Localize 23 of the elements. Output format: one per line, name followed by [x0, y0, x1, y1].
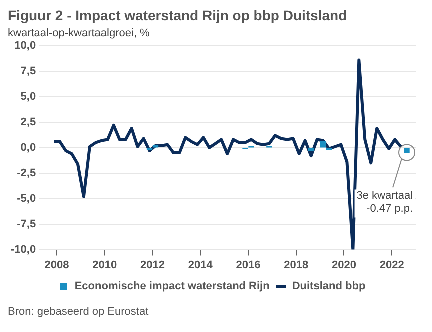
y-tick-label: -10,0: [10, 244, 36, 256]
chart-title: Figuur 2 - Impact waterstand Rijn op bbp Duitsland: [8, 7, 348, 24]
y-tick-label: 10,0: [14, 40, 36, 52]
y-tick-label: -5,0: [17, 192, 36, 205]
x-tick-label: 2010: [92, 259, 118, 272]
chart-subtitle: kwartaal-op-kwartaalgroei, %: [8, 27, 150, 40]
x-tick-label: 2018: [284, 259, 309, 272]
y-tick-label: 5,0: [20, 90, 36, 103]
annotation: 3e kwartaal -0.47 p.p.: [356, 190, 414, 216]
x-tick-label: 2014: [188, 259, 214, 272]
y-tick-label: -2,5: [17, 167, 36, 180]
y-tick-label: 0,0: [20, 142, 36, 154]
legend-label: Economische impact waterstand Rijn: [74, 280, 270, 293]
legend-label: Duitsland bbp: [292, 280, 366, 293]
x-tick-label: 2016: [236, 259, 261, 272]
y-tick-label: -7,5: [17, 218, 36, 230]
y-tick-label: 2,5: [20, 116, 36, 128]
y-tick-label: 7,5: [20, 66, 36, 78]
x-tick-label: 2020: [332, 259, 356, 272]
text: Bron: gebaseerd op Eurostat: [8, 306, 150, 318]
x-tick-label: 2022: [380, 259, 404, 272]
x-tick-label: 2008: [44, 259, 70, 272]
x-tick-label: 2012: [140, 259, 166, 272]
